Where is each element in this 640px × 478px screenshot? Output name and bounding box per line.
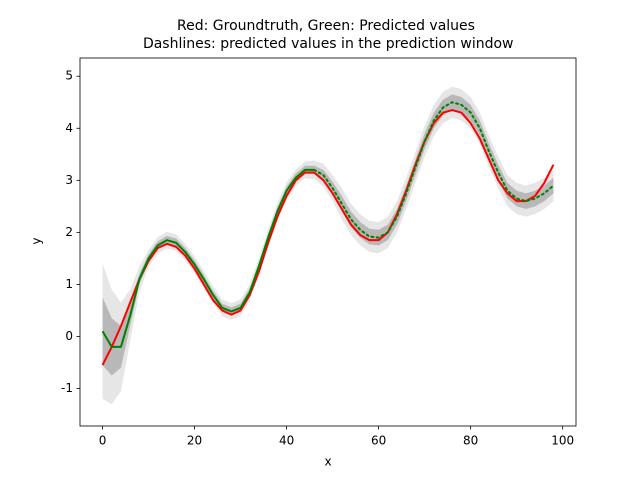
x-tick-label: 20 xyxy=(187,434,202,448)
y-tick-label: -1 xyxy=(61,381,73,395)
chart-title: Dashlines: predicted values in the predi… xyxy=(139,36,514,52)
x-tick-label: 0 xyxy=(99,434,107,448)
data-line xyxy=(101,168,315,348)
y-axis-label: y xyxy=(30,237,44,244)
x-axis-label: x xyxy=(324,455,331,469)
x-tick-label: 60 xyxy=(371,434,386,448)
y-tick-label: 5 xyxy=(65,69,73,83)
y-tick-label: 4 xyxy=(65,121,73,135)
y-tick-label: 0 xyxy=(65,329,73,343)
y-tick-label: 2 xyxy=(65,225,73,239)
x-tick-label: 40 xyxy=(279,434,294,448)
data-line xyxy=(313,101,555,239)
data-line xyxy=(101,109,555,366)
chart-title: Red: Groundtruth, Green: Predicted value… xyxy=(177,18,475,34)
x-tick-label: 100 xyxy=(551,434,574,448)
y-tick-label: 3 xyxy=(65,173,73,187)
y-tick-label: 1 xyxy=(65,277,73,291)
plot-frame xyxy=(79,57,577,427)
x-tick-label: 80 xyxy=(463,434,478,448)
